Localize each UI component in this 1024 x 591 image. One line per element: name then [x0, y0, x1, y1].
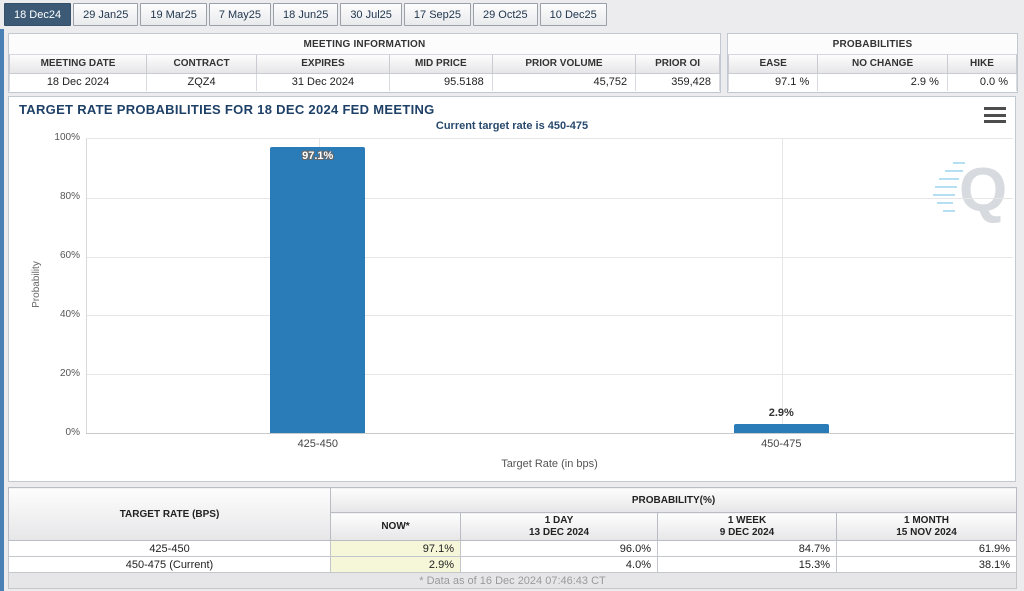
mid-price-header: MID PRICE [388, 55, 493, 74]
table-row: 450-475 (Current) 2.9% 4.0% 15.3% 38.1% [8, 556, 1018, 573]
tab-meeting-date-5[interactable]: 30 Jul25 [340, 3, 402, 26]
data-as-of-footnote: * Data as of 16 Dec 2024 07:46:43 CT [7, 572, 1018, 589]
x-category-label-425-450: 425-450 [297, 438, 338, 450]
now-cell: 97.1% [330, 540, 461, 557]
svg-text:Q: Q [959, 156, 1007, 225]
tab-meeting-date-0[interactable]: 18 Dec24 [4, 3, 72, 26]
y-tick-40: 40% [59, 309, 80, 320]
rate-cell: 425-450 [8, 540, 331, 557]
mid-price-value: 95.5188 [388, 72, 493, 91]
probabilities-title: PROBABILITIES [728, 34, 1017, 55]
tab-meeting-date-1[interactable]: 29 Jan25 [73, 3, 139, 26]
one-week-header: 1 WEEK 9 DEC 2024 [657, 512, 837, 541]
table-row: 425-450 97.1% 96.0% 84.7% 61.9% [8, 540, 1018, 557]
ease-value: 97.1 % [727, 72, 819, 91]
ease-header: EASE [727, 55, 819, 74]
contract-value: ZQZ4 [146, 72, 258, 91]
tab-meeting-date-2[interactable]: 19 Mar25 [140, 3, 207, 26]
meeting-date-header: MEETING DATE [8, 55, 148, 74]
probabilities-row: 97.1 % 2.9 % 0.0 % [727, 72, 1018, 91]
target-rate-bps-header: TARGET RATE (BPS) [8, 487, 331, 541]
y-tick-100: 100% [54, 132, 80, 143]
chart-menu-icon[interactable] [984, 107, 1006, 123]
no-change-header: NO CHANGE [817, 55, 948, 74]
expires-header: EXPIRES [256, 55, 390, 74]
one-day-cell: 96.0% [460, 540, 658, 557]
hike-value: 0.0 % [946, 72, 1018, 91]
one-day-header: 1 DAY 13 DEC 2024 [460, 512, 658, 541]
meeting-information-row: 18 Dec 2024 ZQZ4 31 Dec 2024 95.5188 45,… [8, 72, 720, 91]
x-category-label-450-475: 450-475 [761, 438, 802, 450]
page-left-accent [0, 29, 4, 591]
tab-meeting-date-7[interactable]: 29 Oct25 [473, 3, 538, 26]
prior-volume-value: 45,752 [491, 72, 637, 91]
now-header: NOW* [330, 512, 461, 541]
meeting-date-value: 18 Dec 2024 [8, 72, 148, 91]
probability-group-header: PROBABILITY(%) [329, 487, 1018, 513]
y-tick-20: 20% [59, 368, 80, 379]
category-gridline [782, 139, 784, 433]
probabilities-panel: PROBABILITIES EASE NO CHANGE HIKE 97.1 %… [727, 33, 1018, 93]
prior-oi-header: PRIOR OI [635, 55, 720, 74]
probability-history-table: TARGET RATE (BPS) PROBABILITY(%) NOW* 1 … [7, 487, 1018, 589]
chart-title: TARGET RATE PROBABILITIES FOR 18 DEC 202… [19, 102, 435, 117]
probability-bar-425-450 [270, 146, 366, 433]
hike-header: HIKE [946, 55, 1018, 74]
probabilities-table: EASE NO CHANGE HIKE 97.1 % 2.9 % 0.0 % [727, 55, 1018, 91]
one-week-cell: 15.3% [657, 556, 837, 573]
meeting-date-tabbar: 18 Dec24 29 Jan25 19 Mar25 7 May25 18 Ju… [4, 3, 607, 26]
contract-header: CONTRACT [146, 55, 258, 74]
y-tick-80: 80% [59, 191, 80, 202]
chart-subtitle: Current target rate is 450-475 [435, 120, 589, 132]
rate-cell: 450-475 (Current) [8, 556, 331, 573]
prior-volume-header: PRIOR VOLUME [491, 55, 637, 74]
bar-value-label: 97.1% [302, 149, 334, 162]
now-cell: 2.9% [330, 556, 461, 573]
tab-meeting-date-4[interactable]: 18 Jun25 [273, 3, 339, 26]
one-week-cell: 84.7% [657, 540, 837, 557]
tab-meeting-date-3[interactable]: 7 May25 [208, 3, 272, 26]
meeting-information-title: MEETING INFORMATION [9, 34, 720, 55]
tab-meeting-date-8[interactable]: 10 Dec25 [539, 3, 607, 26]
y-axis-title: Probability [31, 261, 42, 308]
one-month-cell: 61.9% [835, 540, 1018, 557]
y-tick-60: 60% [59, 250, 80, 261]
no-change-value: 2.9 % [817, 72, 948, 91]
bar-value-label: 2.9% [768, 407, 794, 420]
target-rate-chart-panel: TARGET RATE PROBABILITIES FOR 18 DEC 202… [8, 96, 1016, 482]
one-day-cell: 4.0% [460, 556, 658, 573]
x-axis-line [86, 433, 1014, 434]
plot-area [86, 138, 1013, 433]
tab-meeting-date-6[interactable]: 17 Sep25 [403, 3, 472, 26]
expires-value: 31 Dec 2024 [256, 72, 390, 91]
meeting-information-table: MEETING DATE CONTRACT EXPIRES MID PRICE … [8, 55, 720, 91]
one-month-header: 1 MONTH 15 NOV 2024 [835, 512, 1018, 541]
prior-oi-value: 359,428 [635, 72, 720, 91]
meeting-information-panel: MEETING INFORMATION MEETING DATE CONTRAC… [8, 33, 721, 93]
x-axis-title: Target Rate (in bps) [501, 458, 598, 470]
quikstrike-watermark-icon: Q [933, 156, 1007, 225]
y-tick-0: 0% [65, 427, 80, 438]
one-month-cell: 38.1% [835, 556, 1018, 573]
probability-bar-450-475 [733, 424, 829, 433]
